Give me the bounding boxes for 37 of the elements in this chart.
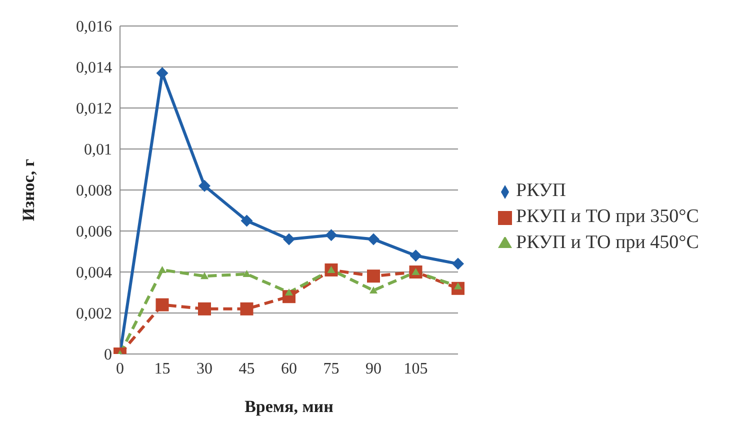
x-tick-label: 0 — [116, 360, 124, 378]
point — [198, 302, 211, 316]
legend-label: РКУП и ТО при 350°С — [516, 206, 699, 227]
point — [452, 258, 464, 270]
point — [367, 270, 380, 283]
legend-label: РКУП и ТО при 450°С — [516, 232, 699, 253]
point — [158, 266, 166, 273]
y-tick-label: 0,006 — [76, 224, 112, 241]
point — [240, 214, 253, 227]
point — [370, 286, 378, 294]
x-tick-label: 90 — [366, 360, 382, 378]
point — [285, 288, 293, 296]
point — [200, 272, 208, 280]
y-tick-label: 0,016 — [76, 18, 112, 36]
y-tick-label: 0,014 — [76, 60, 112, 77]
x-tick-label: 60 — [281, 360, 297, 378]
x-tick-label: 30 — [196, 360, 212, 378]
y-tick-label: 0,01 — [84, 142, 112, 159]
y-tick-label: 0,012 — [76, 100, 112, 118]
point — [325, 229, 338, 242]
x-axis-title: Время, мин — [244, 397, 334, 416]
point — [368, 233, 380, 246]
y-tick-label: 0,002 — [76, 306, 112, 323]
y-axis-title: Износ, г — [19, 158, 38, 222]
y-tick-label: 0,004 — [76, 264, 112, 282]
point — [283, 233, 295, 246]
y-tick-label: 0,008 — [76, 182, 112, 200]
x-tick-label: 75 — [323, 360, 340, 378]
x-tick-label: 105 — [404, 360, 428, 378]
y-tick-label: 0 — [104, 346, 112, 364]
x-tick-label: 45 — [238, 360, 255, 378]
point — [240, 302, 254, 316]
legend-label: РКУП — [516, 180, 566, 201]
point — [156, 298, 169, 312]
point — [410, 250, 422, 262]
x-tick-label: 15 — [154, 360, 170, 378]
point — [198, 180, 210, 192]
